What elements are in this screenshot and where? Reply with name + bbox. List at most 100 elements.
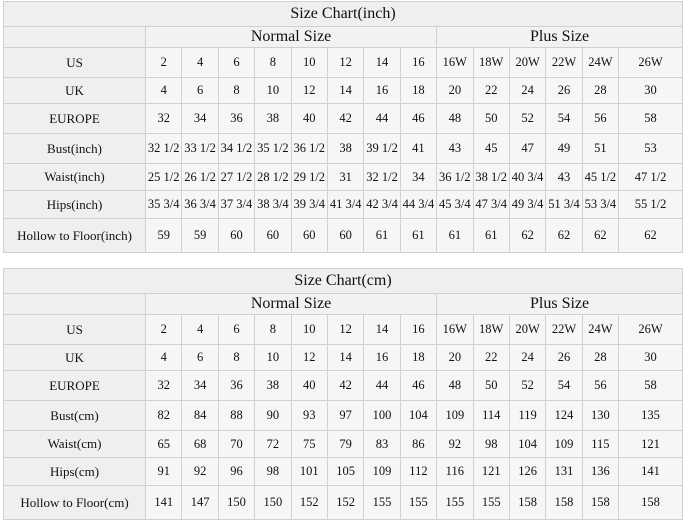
size-cell: 4	[144, 344, 183, 371]
size-cell: 114	[472, 400, 510, 431]
size-cell: 155	[399, 485, 438, 520]
size-cell: 38	[254, 103, 292, 134]
size-cell: 152	[290, 485, 328, 520]
group-row: Normal Size Plus Size	[3, 26, 683, 48]
size-cell: 30	[618, 344, 683, 371]
size-cell: 59	[144, 218, 183, 253]
size-cell: 109	[545, 430, 583, 458]
size-cell: 75	[290, 430, 328, 458]
size-cell: 12	[326, 314, 365, 345]
size-cell: 54	[545, 370, 583, 401]
size-cell: 42 3/4	[363, 190, 401, 219]
size-cell: 43	[436, 133, 474, 164]
size-cell: 22	[472, 344, 510, 371]
size-cell: 32 1/2	[363, 163, 401, 191]
size-cell: 16	[363, 77, 401, 104]
size-cell: 60	[290, 218, 328, 253]
size-cell: 124	[545, 400, 583, 431]
size-cell: 47 1/2	[618, 163, 683, 191]
size-row: UK 4 6 8 10 12 14 16 18 20 22 24 26 28 30	[3, 344, 683, 371]
size-cell: 98	[254, 457, 292, 486]
size-cell: 52	[508, 103, 547, 134]
size-cell: 62	[581, 218, 620, 253]
size-cell: 88	[217, 400, 256, 431]
size-cell: 98	[472, 430, 510, 458]
size-cell: 45	[472, 133, 510, 164]
size-cell: 141	[618, 457, 683, 486]
size-cell: 16W	[436, 314, 474, 345]
table-title: Size Chart(inch)	[3, 1, 683, 27]
size-cell: 86	[399, 430, 438, 458]
size-cell: 60	[326, 218, 365, 253]
group-header: Normal Size	[144, 26, 438, 48]
size-cell: 47 3/4	[472, 190, 510, 219]
row-label: EUROPE	[3, 103, 146, 134]
size-cell: 54	[545, 103, 583, 134]
size-cell: 24W	[581, 314, 620, 345]
size-cell: 40	[290, 103, 328, 134]
size-cell: 42	[326, 370, 365, 401]
row-label: Hollow to Floor(inch)	[3, 218, 146, 253]
size-cell: 26 1/2	[181, 163, 219, 191]
size-row: Bust(cm) 82 84 88 90 93 97 100 104 109 114 119 124 13…	[3, 400, 683, 431]
size-cell: 24	[508, 344, 547, 371]
size-cell: 37 3/4	[217, 190, 256, 219]
size-row: Hips(cm) 91 92 96 98 101 105 109 112 116 121 126 131…	[3, 457, 683, 486]
size-cell: 48	[436, 370, 474, 401]
row-label: Waist(inch)	[3, 163, 146, 191]
row-label: Bust(inch)	[3, 133, 146, 164]
size-cell: 41	[399, 133, 438, 164]
size-cell: 20	[436, 77, 474, 104]
size-cell: 6	[181, 77, 219, 104]
size-cell: 32	[144, 103, 183, 134]
row-label: Hips(cm)	[3, 457, 146, 486]
size-cell: 83	[363, 430, 401, 458]
size-cell: 38	[326, 133, 365, 164]
title-row: Size Chart(inch)	[3, 1, 683, 27]
size-cell: 34	[181, 103, 219, 134]
size-cell: 18	[399, 344, 438, 371]
size-cell: 105	[326, 457, 365, 486]
size-cell: 45 1/2	[581, 163, 620, 191]
size-cell: 62	[545, 218, 583, 253]
size-cell: 40 3/4	[508, 163, 547, 191]
size-cell: 158	[545, 485, 583, 520]
size-cell: 38 3/4	[254, 190, 292, 219]
size-cell: 14	[363, 47, 401, 78]
row-label: UK	[3, 77, 146, 104]
size-cell: 32 1/2	[144, 133, 183, 164]
size-cell: 60	[217, 218, 256, 253]
size-cell: 10	[254, 77, 292, 104]
size-cell: 38	[254, 370, 292, 401]
size-cell: 92	[181, 457, 219, 486]
size-cell: 24W	[581, 47, 620, 78]
table-title: Size Chart(cm)	[3, 268, 683, 294]
size-cell: 100	[363, 400, 401, 431]
size-cell: 8	[254, 47, 292, 78]
size-cell: 58	[618, 370, 683, 401]
row-label: EUROPE	[3, 370, 146, 401]
size-cell: 36 1/2	[436, 163, 474, 191]
size-cell: 22W	[545, 314, 583, 345]
size-cell: 32	[144, 370, 183, 401]
size-cell: 51	[581, 133, 620, 164]
title-row: Size Chart(cm)	[3, 268, 683, 294]
size-cell: 61	[472, 218, 510, 253]
size-cell: 46	[399, 103, 438, 134]
size-cell: 116	[436, 457, 474, 486]
size-cell: 41 3/4	[326, 190, 365, 219]
size-cell: 44 3/4	[399, 190, 438, 219]
size-cell: 62	[618, 218, 683, 253]
size-cell: 84	[181, 400, 219, 431]
group-header: Plus Size	[436, 26, 683, 48]
size-cell: 158	[618, 485, 683, 520]
size-cell: 45 3/4	[436, 190, 474, 219]
size-cell: 135	[618, 400, 683, 431]
size-cell: 50	[472, 370, 510, 401]
size-row: US 2 4 6 8 10 12 14 16 16W 18W 20W 22W 24W 26W	[3, 314, 683, 345]
size-row: Waist(cm) 65 68 70 72 75 79 83 86 92 98 104 109 115 12…	[3, 430, 683, 458]
size-cell: 24	[508, 77, 547, 104]
size-table: Size Chart(inch) Normal Size Plus Size US 2 4…	[3, 1, 683, 253]
size-cell: 18	[399, 77, 438, 104]
